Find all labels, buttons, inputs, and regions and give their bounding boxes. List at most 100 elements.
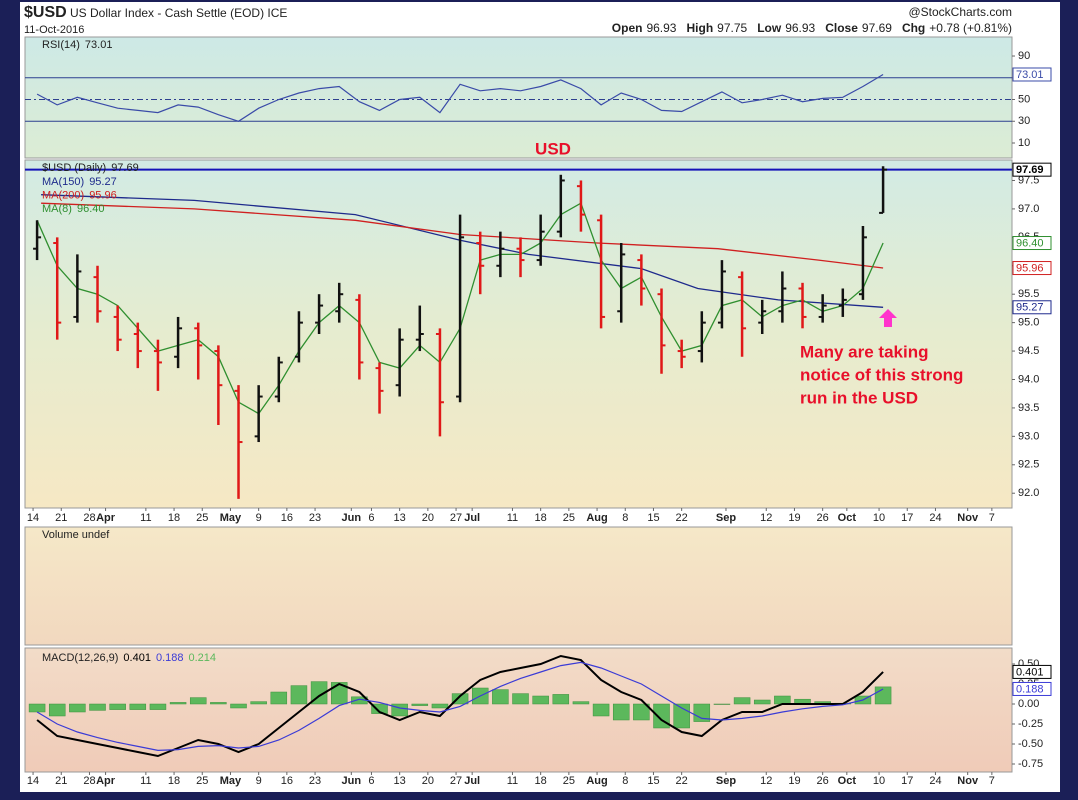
quote-value: 96.93 bbox=[785, 21, 815, 35]
histogram-bar bbox=[633, 703, 650, 721]
x-tick-label: 24 bbox=[929, 512, 941, 524]
x-tick-label: 9 bbox=[256, 512, 262, 524]
x-tick-label: 6 bbox=[368, 775, 374, 787]
x-tick-label: Sep bbox=[716, 512, 736, 524]
x-tick-label: Jul bbox=[464, 775, 480, 787]
x-tick-label: 9 bbox=[256, 775, 262, 787]
y-tick-label: 90 bbox=[1018, 50, 1030, 62]
x-tick-label: 8 bbox=[622, 512, 628, 524]
legend-text: 0.188 bbox=[156, 652, 184, 664]
value-box-label: 97.69 bbox=[1016, 164, 1044, 176]
legend: Volume undef bbox=[42, 529, 110, 541]
x-tick-label: Oct bbox=[838, 512, 857, 524]
histogram-bar bbox=[149, 703, 167, 710]
x-tick-label: 11 bbox=[507, 775, 518, 787]
quote-value: 97.69 bbox=[862, 21, 892, 35]
y-tick-label: 95.0 bbox=[1018, 317, 1039, 329]
histogram-bar bbox=[572, 701, 590, 705]
x-tick-label: 28 bbox=[83, 775, 95, 787]
y-tick-label: 0.00 bbox=[1018, 698, 1039, 710]
histogram-bar bbox=[69, 703, 86, 713]
histogram-bar bbox=[89, 703, 106, 711]
x-tick-label: Apr bbox=[96, 775, 116, 787]
histogram-bar bbox=[169, 702, 187, 705]
chart-title: USD bbox=[535, 139, 571, 158]
x-tick-label: 18 bbox=[168, 775, 180, 787]
x-tick-label: 13 bbox=[394, 512, 406, 524]
value-box bbox=[1012, 681, 1052, 696]
x-tick-label: 14 bbox=[27, 775, 39, 787]
legend-text: 0.401 bbox=[123, 652, 151, 664]
histogram-bar bbox=[109, 703, 126, 710]
x-tick-label: 17 bbox=[901, 512, 913, 524]
rsi-panel bbox=[24, 36, 1013, 159]
histogram-bar bbox=[532, 695, 549, 705]
value-box bbox=[1012, 162, 1052, 177]
line bbox=[36, 661, 884, 752]
legend-text: MA(8) bbox=[42, 203, 72, 215]
y-tick-label: 30 bbox=[1018, 115, 1030, 127]
histogram-bar bbox=[552, 694, 570, 705]
x-tick-label: Nov bbox=[957, 512, 979, 524]
x-tick-label: 6 bbox=[368, 512, 374, 524]
legend-text: MA(150) bbox=[42, 176, 84, 188]
line bbox=[41, 202, 884, 269]
x-tick-label: 26 bbox=[817, 512, 829, 524]
legend: MA(200) 95.96 bbox=[42, 189, 117, 201]
histogram-bar bbox=[451, 693, 469, 705]
x-tick-label: 18 bbox=[168, 512, 180, 524]
y-tick-label: 50 bbox=[1018, 93, 1030, 105]
y-tick-label: 92.5 bbox=[1018, 459, 1039, 471]
histogram-bar bbox=[230, 703, 247, 709]
y-tick-label: 93.0 bbox=[1018, 430, 1039, 442]
x-tick-label: 12 bbox=[760, 512, 772, 524]
y-tick-label: 97.0 bbox=[1018, 203, 1039, 215]
histogram-bar bbox=[733, 697, 751, 705]
quote-value: 97.75 bbox=[717, 21, 747, 35]
x-tick-label: May bbox=[220, 512, 242, 524]
legend-text: RSI(14) bbox=[42, 39, 80, 51]
value-box-label: 96.40 bbox=[1016, 237, 1044, 249]
y-tick-label: 93.5 bbox=[1018, 402, 1039, 414]
histogram-bar bbox=[713, 703, 731, 705]
x-tick-label: 10 bbox=[873, 775, 885, 787]
legend-text: MA(200) bbox=[42, 189, 84, 201]
x-tick-label: Jun bbox=[342, 512, 362, 524]
x-tick-label: Aug bbox=[586, 775, 607, 787]
histogram-bar bbox=[431, 703, 449, 709]
legend-text: 96.40 bbox=[77, 203, 105, 215]
legend: MA(150) 95.27 bbox=[42, 176, 117, 188]
legend-text: MACD(12,26,9) bbox=[42, 652, 118, 664]
histogram-bar bbox=[250, 701, 267, 705]
legend-text: 0.214 bbox=[188, 652, 216, 664]
histogram-bar bbox=[290, 685, 308, 705]
y-tick-label: 92.0 bbox=[1018, 487, 1039, 499]
x-tick-label: 25 bbox=[563, 512, 575, 524]
x-tick-label: May bbox=[220, 775, 242, 787]
histogram-bar bbox=[512, 693, 529, 705]
y-tick-label: -0.50 bbox=[1018, 738, 1043, 750]
value-box bbox=[1012, 236, 1052, 251]
value-box-label: 73.01 bbox=[1016, 69, 1044, 81]
x-tick-label: 25 bbox=[196, 512, 208, 524]
x-tick-label: 16 bbox=[281, 775, 293, 787]
legend: MACD(12,26,9) 0.401 0.188 0.214 bbox=[42, 652, 216, 664]
x-tick-label: 13 bbox=[394, 775, 406, 787]
x-tick-label: 8 bbox=[622, 775, 628, 787]
value-box bbox=[1012, 664, 1052, 679]
x-tick-label: 16 bbox=[281, 512, 293, 524]
quote-label: Chg bbox=[902, 21, 925, 35]
instrument-name: US Dollar Index - Cash Settle (EOD) ICE bbox=[70, 6, 287, 20]
y-tick-label: 94.5 bbox=[1018, 345, 1039, 357]
x-tick-label: 7 bbox=[989, 775, 995, 787]
legend-text: 95.27 bbox=[89, 176, 117, 188]
macd-panel bbox=[24, 647, 1013, 773]
y-tick-label: -0.75 bbox=[1018, 758, 1043, 770]
price-panel bbox=[24, 159, 1013, 509]
x-tick-label: 22 bbox=[676, 775, 688, 787]
x-tick-label: 26 bbox=[817, 775, 829, 787]
histogram-bar bbox=[28, 703, 46, 713]
x-tick-label: 24 bbox=[929, 775, 941, 787]
line bbox=[41, 194, 884, 308]
